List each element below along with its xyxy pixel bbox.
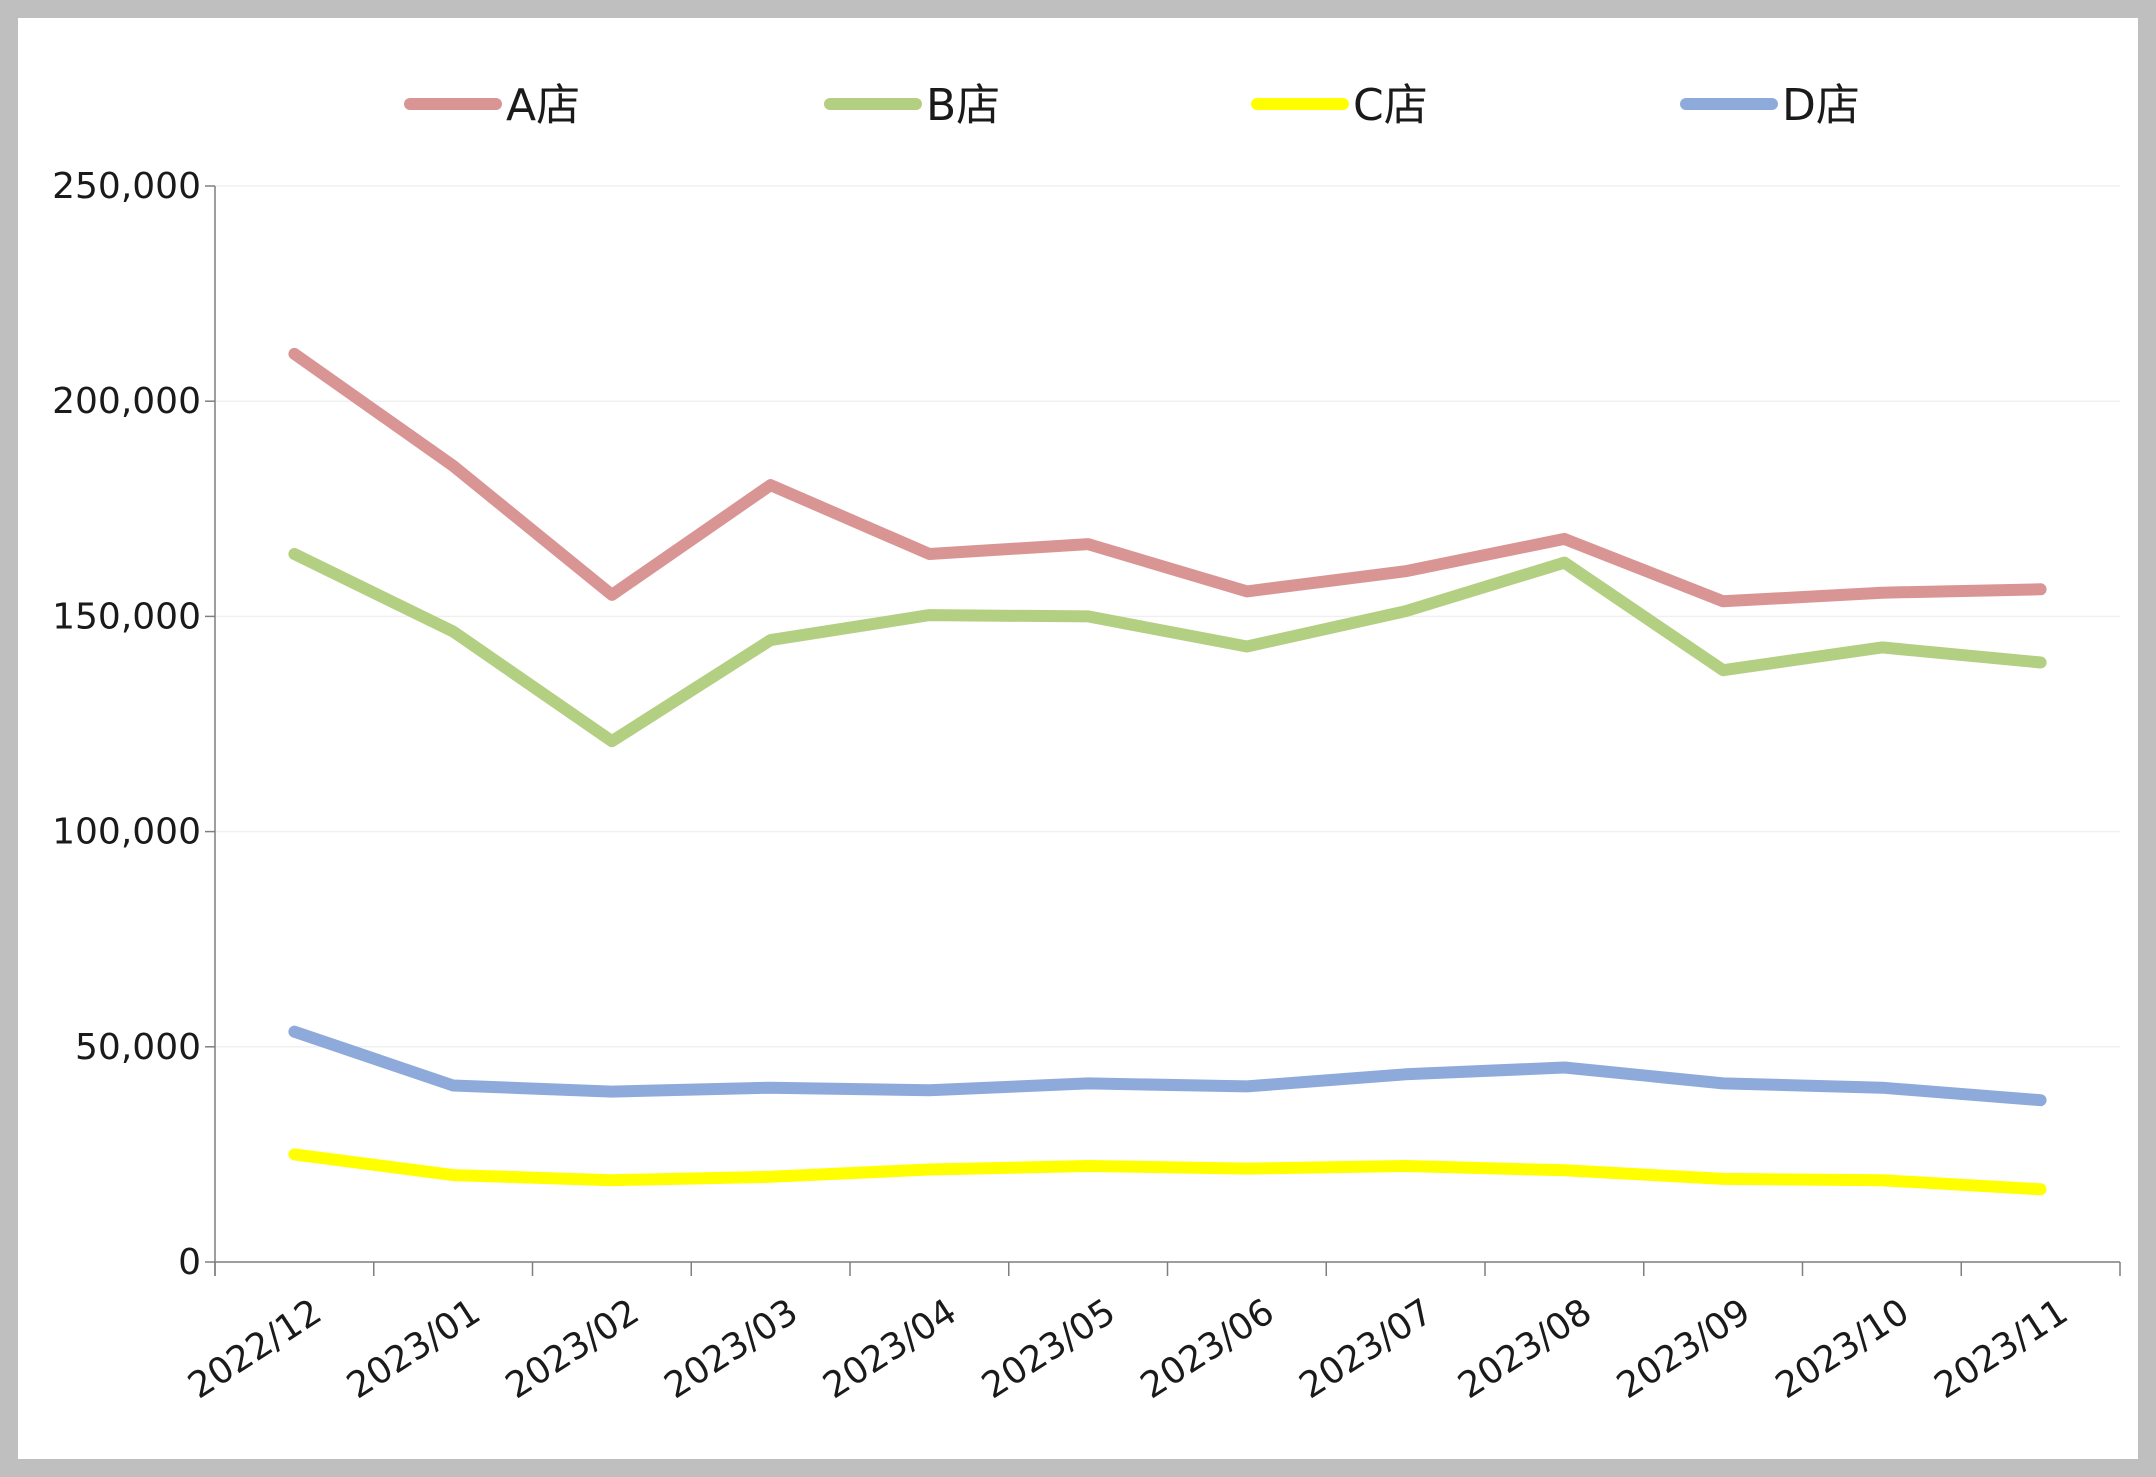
series-line <box>288 548 2047 748</box>
gridlines <box>215 185 2120 1048</box>
line-chart: 0 50,000 100,000 150,000 200,000 250,000 2022/… <box>52 80 2121 1407</box>
x-tick-label: 2023/01 <box>340 1291 488 1407</box>
series-line <box>288 1025 2047 1107</box>
legend-label: C店 <box>1353 80 1428 131</box>
y-tick-label: 100,000 <box>52 812 201 853</box>
legend-label: A店 <box>506 80 580 131</box>
x-tick-label: 2023/03 <box>657 1291 805 1407</box>
y-tick-label: 50,000 <box>75 1027 201 1068</box>
series-line <box>288 1148 2047 1196</box>
y-tick-label: 0 <box>178 1242 201 1283</box>
x-tick-label: 2023/09 <box>1610 1291 1758 1407</box>
legend-label: B店 <box>926 80 1000 131</box>
x-tick-label: 2023/02 <box>499 1291 647 1407</box>
legend: A店 B店 C店 D店 <box>404 80 1860 131</box>
x-tick-label: 2023/08 <box>1451 1291 1599 1407</box>
x-tick-label: 2023/11 <box>1927 1291 2075 1407</box>
y-tick-label: 200,000 <box>52 381 201 422</box>
x-tick-label: 2023/10 <box>1769 1291 1917 1407</box>
legend-label: D店 <box>1782 80 1860 131</box>
x-tick-label: 2023/04 <box>816 1291 964 1407</box>
series-line <box>288 347 2047 608</box>
series-lines <box>288 347 2047 1196</box>
axes: 0 50,000 100,000 150,000 200,000 250,000 2022/… <box>52 166 2121 1407</box>
y-tick-label: 150,000 <box>52 596 201 637</box>
x-tick-label: 2023/06 <box>1134 1291 1282 1407</box>
x-tick-label: 2023/05 <box>975 1291 1123 1407</box>
y-tick-label: 250,000 <box>52 166 201 207</box>
x-tick-label: 2022/12 <box>181 1291 329 1407</box>
x-tick-label: 2023/07 <box>1292 1291 1440 1407</box>
